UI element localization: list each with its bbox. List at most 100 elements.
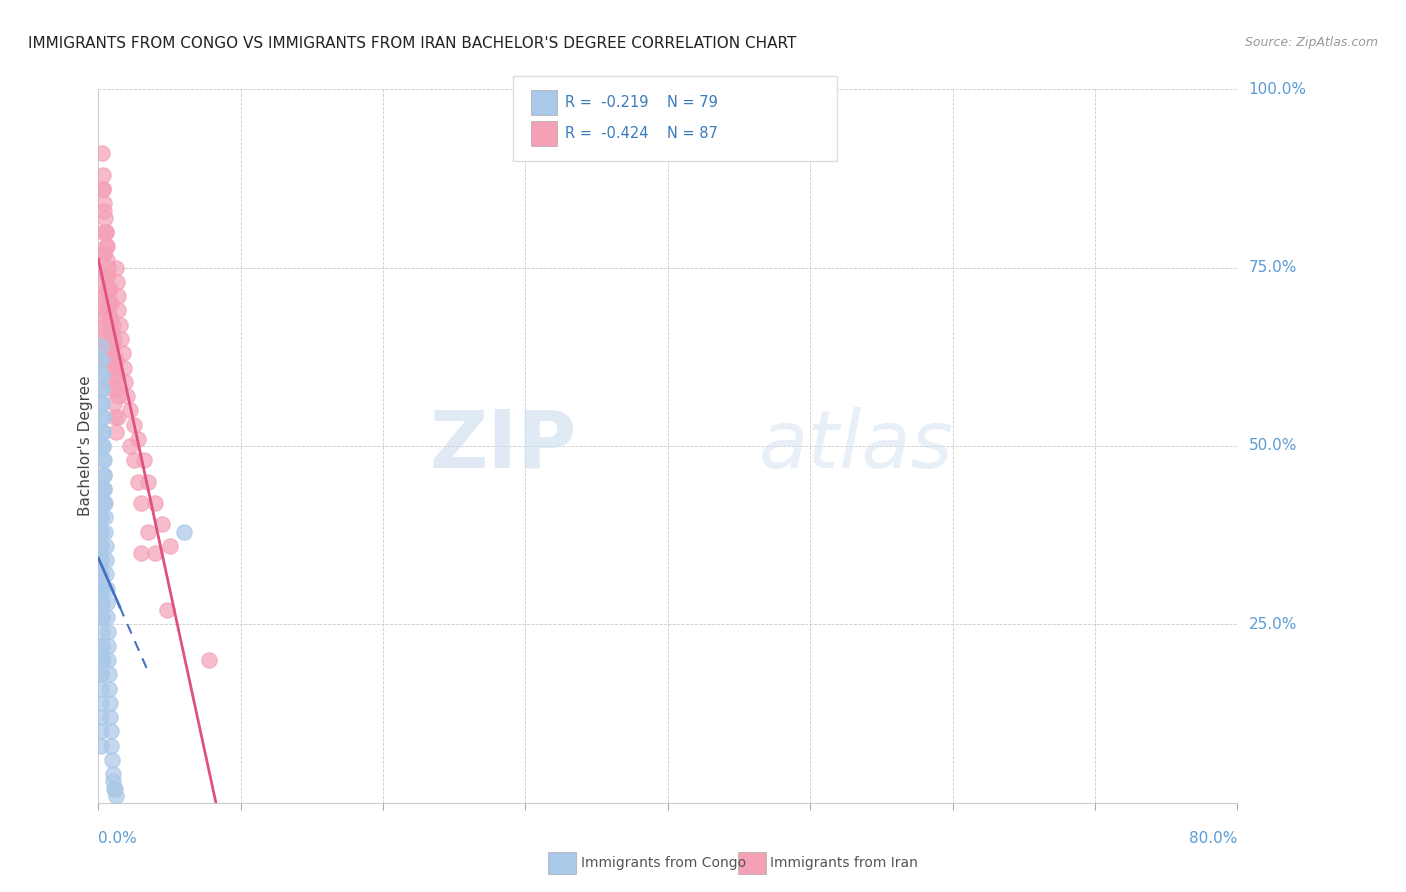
Point bbox=[90, 482, 112, 496]
Point bbox=[93, 182, 115, 196]
Point bbox=[90, 610, 112, 624]
Point bbox=[90, 724, 112, 739]
Point bbox=[93, 332, 115, 346]
Point bbox=[100, 296, 122, 310]
Point bbox=[93, 246, 115, 260]
Point bbox=[91, 425, 114, 439]
Point bbox=[97, 624, 120, 639]
Point bbox=[94, 539, 117, 553]
Point bbox=[96, 582, 118, 596]
Point bbox=[145, 546, 167, 560]
Point bbox=[107, 410, 129, 425]
Point bbox=[136, 524, 159, 539]
Point bbox=[93, 439, 115, 453]
Point bbox=[98, 310, 121, 325]
Point bbox=[90, 653, 112, 667]
Point bbox=[90, 639, 112, 653]
Point bbox=[104, 425, 127, 439]
Point bbox=[90, 368, 112, 382]
Point bbox=[97, 303, 120, 318]
Point bbox=[93, 318, 115, 332]
Point bbox=[91, 282, 114, 296]
Point bbox=[94, 496, 117, 510]
Point bbox=[93, 203, 115, 218]
Point bbox=[93, 467, 115, 482]
Point bbox=[91, 396, 114, 410]
Point bbox=[100, 325, 122, 339]
Point bbox=[111, 346, 134, 360]
Point bbox=[96, 567, 118, 582]
Point bbox=[132, 453, 155, 467]
Text: atlas: atlas bbox=[759, 407, 953, 485]
Text: 25.0%: 25.0% bbox=[1249, 617, 1298, 632]
Point bbox=[114, 375, 136, 389]
Point bbox=[98, 310, 121, 325]
Point bbox=[98, 282, 121, 296]
Point bbox=[90, 582, 112, 596]
Point bbox=[129, 546, 152, 560]
Point bbox=[91, 296, 114, 310]
Text: IMMIGRANTS FROM CONGO VS IMMIGRANTS FROM IRAN BACHELOR'S DEGREE CORRELATION CHAR: IMMIGRANTS FROM CONGO VS IMMIGRANTS FROM… bbox=[28, 36, 796, 51]
Point bbox=[97, 667, 120, 681]
Point bbox=[105, 275, 128, 289]
Point bbox=[91, 310, 114, 325]
Point bbox=[93, 246, 115, 260]
Point bbox=[112, 360, 135, 375]
Point bbox=[93, 453, 115, 467]
Point bbox=[101, 339, 124, 353]
Point bbox=[127, 475, 149, 489]
Point bbox=[91, 410, 114, 425]
Point bbox=[91, 410, 114, 425]
Text: Source: ZipAtlas.com: Source: ZipAtlas.com bbox=[1244, 36, 1378, 49]
Point bbox=[107, 389, 129, 403]
Point bbox=[90, 582, 112, 596]
Point bbox=[100, 339, 122, 353]
Point bbox=[90, 710, 112, 724]
Point bbox=[101, 360, 124, 375]
Point bbox=[90, 667, 112, 681]
Point bbox=[90, 596, 112, 610]
Point bbox=[90, 681, 112, 696]
Point bbox=[90, 539, 112, 553]
Point bbox=[96, 253, 118, 268]
Point bbox=[90, 582, 112, 596]
Point bbox=[107, 289, 129, 303]
Point bbox=[90, 353, 112, 368]
Point bbox=[96, 596, 118, 610]
Point bbox=[97, 653, 120, 667]
Point bbox=[100, 739, 122, 753]
Point bbox=[101, 767, 124, 781]
Point bbox=[90, 553, 112, 567]
Point bbox=[115, 389, 138, 403]
Point bbox=[91, 425, 114, 439]
Point bbox=[90, 653, 112, 667]
Point bbox=[90, 510, 112, 524]
Point bbox=[104, 781, 127, 796]
Point bbox=[98, 681, 121, 696]
Point bbox=[97, 282, 120, 296]
Point bbox=[94, 339, 117, 353]
Point bbox=[101, 318, 124, 332]
Point bbox=[94, 225, 117, 239]
Point bbox=[90, 596, 112, 610]
Text: 50.0%: 50.0% bbox=[1249, 439, 1298, 453]
Point bbox=[156, 603, 179, 617]
Point bbox=[136, 475, 159, 489]
Text: Immigrants from Iran: Immigrants from Iran bbox=[770, 855, 918, 870]
Point bbox=[105, 368, 128, 382]
Point bbox=[90, 496, 112, 510]
Point bbox=[91, 639, 114, 653]
Point bbox=[173, 524, 195, 539]
Point bbox=[90, 524, 112, 539]
Point bbox=[103, 781, 125, 796]
Point bbox=[93, 482, 115, 496]
Point bbox=[145, 496, 167, 510]
Point bbox=[90, 567, 112, 582]
Point bbox=[90, 368, 112, 382]
Point bbox=[94, 353, 117, 368]
Point bbox=[103, 382, 125, 396]
Point bbox=[96, 282, 118, 296]
Point bbox=[90, 382, 112, 396]
Point bbox=[159, 539, 181, 553]
Point bbox=[94, 553, 117, 567]
